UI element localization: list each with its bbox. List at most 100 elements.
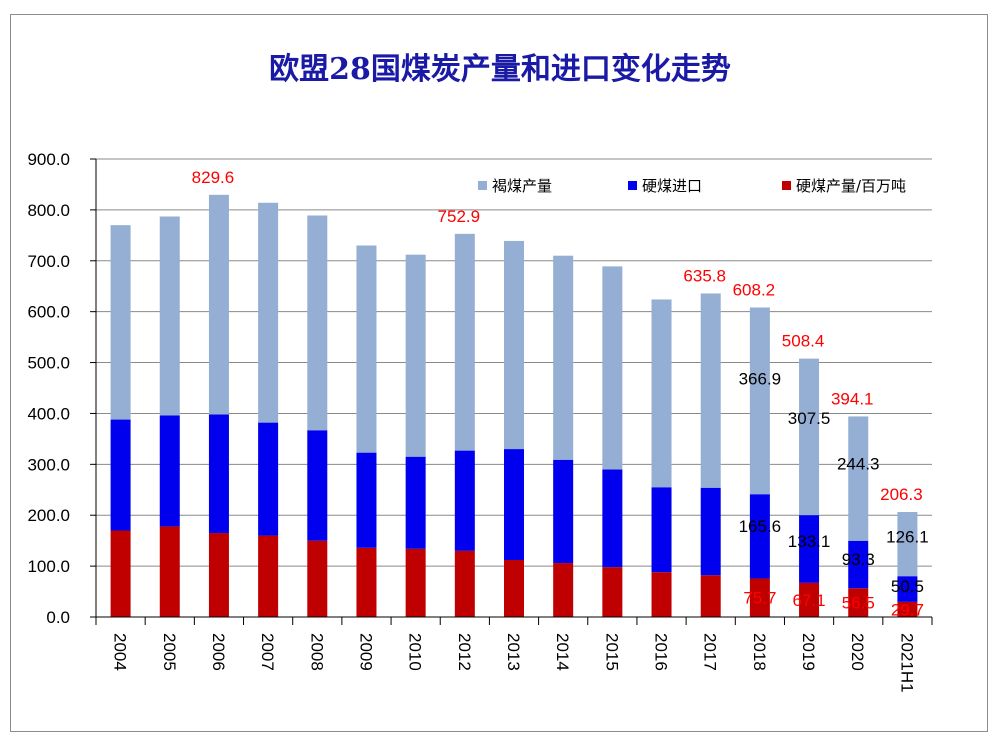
total-label-2006: 829.6 (192, 168, 235, 187)
total-label-2021H1: 206.3 (880, 485, 923, 504)
data-label-lignite-production-2020: 244.3 (837, 455, 880, 474)
bar-lignite-production-2020 (848, 416, 869, 541)
legend-label: 硬煤进口 (642, 177, 702, 195)
legend-swatch (782, 181, 791, 190)
x-tick-label: 2010 (406, 633, 425, 671)
x-tick-label: 2020 (848, 633, 867, 671)
bar-hard-coal-import-2017 (700, 487, 721, 576)
x-tick-label: 2014 (553, 633, 572, 671)
x-tick-label: 2007 (258, 633, 277, 671)
bar-lignite-production-2013 (504, 240, 524, 450)
bar-hard-coal-import-2007 (258, 422, 279, 536)
legend-label: 褐煤产量 (492, 177, 552, 195)
x-tick-label: 2005 (160, 633, 179, 671)
bar-hard-coal-production-2005 (159, 526, 180, 617)
bar-lignite-production-2018 (749, 307, 770, 495)
bar-hard-coal-import-2009 (356, 452, 377, 548)
bar-hard-coal-production-2017 (700, 575, 721, 617)
bar-lignite-production-2019 (799, 358, 820, 516)
bar-hard-coal-production-2016 (651, 572, 672, 617)
bar-lignite-production-2017 (700, 293, 721, 488)
y-tick-label: 700.0 (27, 252, 70, 271)
bar-lignite-production-2012 (454, 233, 475, 451)
bar-hard-coal-import-2016 (651, 487, 672, 573)
y-tick-label: 600.0 (27, 303, 70, 322)
data-label-hard-coal-import-2018: 165.6 (739, 517, 782, 536)
data-label-hard-coal-production-2018: 75.7 (743, 589, 776, 608)
bar-lignite-production-2016 (651, 299, 672, 488)
bar-hard-coal-import-2005 (159, 415, 180, 527)
bar-hard-coal-import-2021H1 (897, 576, 918, 602)
bar-lignite-production-2007 (258, 202, 279, 423)
data-label-lignite-production-2021H1: 126.1 (886, 527, 929, 546)
axes (90, 158, 933, 625)
bar-hard-coal-import-2014 (553, 459, 574, 564)
y-tick-label: 300.0 (27, 455, 70, 474)
bar-hard-coal-production-2014 (553, 563, 574, 617)
bars (110, 194, 918, 617)
chart-title: 欧盟28国煤炭产量和进口变化走势 (269, 52, 731, 87)
bar-hard-coal-production-2012 (454, 550, 475, 617)
bar-lignite-production-2015 (602, 266, 623, 470)
bar-hard-coal-import-2020 (848, 540, 869, 589)
data-label-hard-coal-production-2021H1: 29.7 (891, 600, 924, 619)
data-label-hard-coal-import-2020: 93.3 (842, 550, 875, 569)
x-tick-label: 2021H1 (897, 633, 916, 693)
x-tick-label: 2018 (750, 633, 769, 671)
total-label-2012: 752.9 (438, 207, 481, 226)
bar-hard-coal-production-2021H1 (897, 601, 918, 617)
bar-lignite-production-2009 (356, 245, 377, 453)
bar-hard-coal-production-2013 (504, 560, 524, 617)
bar-lignite-production-2004 (110, 225, 131, 420)
bar-hard-coal-import-2018 (749, 494, 770, 579)
data-label-hard-coal-production-2020: 56.5 (842, 594, 875, 613)
total-label-2020: 394.1 (831, 389, 874, 408)
y-tick-label: 900.0 (27, 150, 70, 169)
y-tick-label: 100.0 (27, 557, 70, 576)
bar-hard-coal-import-2015 (602, 469, 623, 568)
legend: 褐煤产量 硬煤进口 硬煤产量/百万吨 (478, 177, 906, 195)
x-tick-label: 2013 (504, 633, 523, 671)
y-tick-label: 800.0 (27, 201, 70, 220)
legend-swatch (628, 181, 637, 190)
legend-swatch (478, 181, 487, 190)
bar-hard-coal-production-2010 (405, 548, 426, 617)
x-tick-label: 2019 (799, 633, 818, 671)
bar-hard-coal-production-2019 (799, 582, 820, 617)
bar-hard-coal-import-2006 (208, 414, 229, 534)
bar-lignite-production-2014 (553, 255, 574, 460)
data-label-hard-coal-import-2019: 133.1 (788, 532, 831, 551)
bar-hard-coal-import-2019 (799, 515, 820, 583)
y-tick-label: 0.0 (46, 608, 70, 627)
data-label-hard-coal-import-2021H1: 50.5 (891, 577, 924, 596)
bar-hard-coal-production-2020 (848, 588, 869, 617)
bar-hard-coal-import-2013 (504, 449, 524, 561)
x-tick-labels: 2004 2005 2006 2007 2008 2009 2010 2012 2013 2014… (111, 633, 917, 693)
legend-label: 硬煤产量/百万吨 (796, 177, 906, 195)
y-tick-labels: 0.0 100.0 200.0 300.0 400.0 500.0 600.0 700.0 80… (27, 150, 70, 627)
x-tick-label: 2012 (455, 633, 474, 671)
x-tick-label: 2016 (652, 633, 671, 671)
y-tick-label: 200.0 (27, 506, 70, 525)
x-tick-label: 2017 (701, 633, 720, 671)
data-label-lignite-production-2018: 366.9 (739, 369, 782, 388)
total-label-2018: 608.2 (733, 280, 776, 299)
bar-hard-coal-production-2018 (749, 578, 770, 617)
y-tick-label: 500.0 (27, 354, 70, 373)
bar-hard-coal-production-2004 (110, 530, 131, 617)
y-tick-label: 400.0 (27, 404, 70, 423)
bar-lignite-production-2010 (405, 254, 426, 457)
bar-lignite-production-2006 (208, 194, 229, 415)
bar-hard-coal-import-2004 (110, 419, 131, 531)
bar-hard-coal-import-2008 (307, 430, 328, 541)
bar-hard-coal-import-2010 (405, 456, 426, 549)
x-tick-label: 2015 (602, 633, 621, 671)
x-tick-label: 2006 (209, 633, 228, 671)
bar-hard-coal-production-2009 (356, 547, 377, 617)
total-label-2019: 508.4 (782, 332, 825, 351)
total-label-2017: 635.8 (683, 266, 726, 285)
bar-lignite-production-2005 (159, 216, 180, 416)
data-label-hard-coal-production-2019: 67.1 (793, 591, 826, 610)
bar-lignite-production-2008 (307, 215, 328, 431)
